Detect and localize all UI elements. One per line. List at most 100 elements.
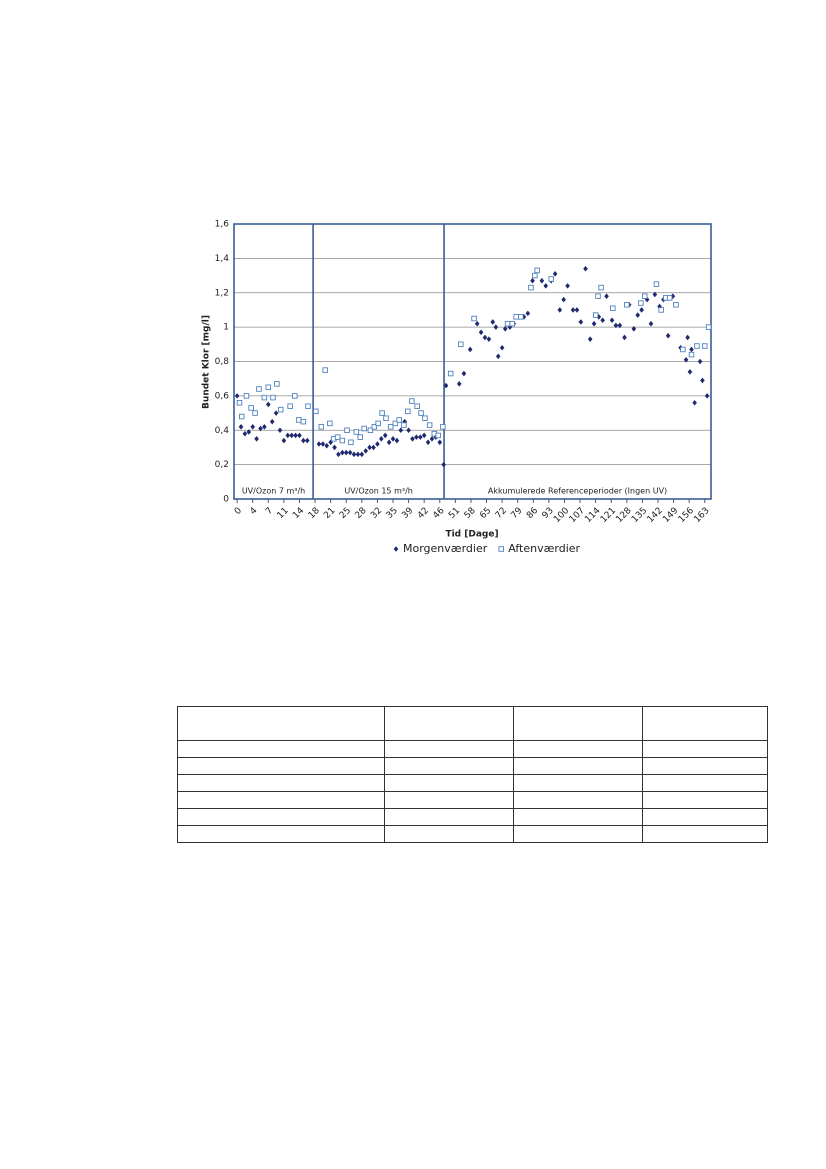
data-point — [343, 449, 349, 456]
data-point — [688, 351, 695, 358]
x-tick-label: 18 — [307, 506, 322, 521]
data-point — [258, 425, 263, 432]
y-tick-label: 1,6 — [215, 220, 230, 230]
x-tick-label: 7 — [264, 506, 275, 517]
data-point — [262, 424, 267, 430]
data-point — [670, 293, 676, 299]
data-point — [359, 451, 365, 458]
data-point — [429, 436, 435, 442]
data-point — [327, 420, 333, 427]
data-point — [383, 415, 389, 421]
data-point — [332, 444, 337, 451]
data-point — [382, 432, 388, 439]
data-point — [304, 437, 310, 444]
data-point — [486, 336, 492, 342]
legend-label: Aftenværdier — [508, 542, 580, 555]
data-point — [700, 377, 705, 384]
data-point — [418, 410, 424, 416]
x-tick-label: 28 — [354, 506, 369, 521]
data-point — [702, 343, 708, 349]
data-point — [401, 422, 407, 428]
data-point — [277, 427, 283, 434]
data-point — [440, 424, 446, 430]
data-point — [243, 393, 250, 399]
x-axis-label: Tid [Dage] — [445, 530, 498, 540]
data-point — [379, 410, 385, 416]
data-point — [456, 381, 462, 387]
data-point — [461, 370, 467, 377]
data-point — [685, 334, 690, 341]
data-point — [598, 284, 604, 291]
data-point — [673, 302, 679, 308]
data-point — [680, 346, 686, 353]
data-point — [518, 314, 524, 320]
data-point — [246, 429, 252, 435]
data-point — [665, 332, 671, 339]
data-point — [394, 437, 400, 444]
data-point — [513, 314, 519, 320]
data-point — [242, 430, 248, 437]
y-tick-label: 0,6 — [215, 391, 230, 401]
data-point — [357, 434, 364, 440]
data-point — [624, 302, 630, 308]
data-point — [234, 393, 240, 399]
data-point — [392, 420, 399, 427]
data-point — [638, 300, 644, 306]
data-point — [426, 422, 433, 428]
data-point — [387, 424, 394, 430]
data-point — [561, 296, 566, 303]
x-tick-label: 0 — [233, 506, 244, 517]
data-point — [293, 432, 298, 439]
data-point — [265, 384, 272, 391]
data-point — [273, 410, 279, 416]
data-point — [367, 444, 372, 451]
y-axis-label: Bundet Klor [mg/l] — [202, 315, 212, 409]
data-point — [639, 307, 644, 313]
data-point — [414, 434, 419, 440]
data-point — [482, 334, 488, 341]
data-point — [239, 413, 245, 420]
section-label: Akkumulerede Referenceperioder (Ingen UV… — [488, 487, 667, 496]
empty-table — [177, 706, 768, 843]
data-point — [408, 398, 415, 404]
legend-label: Morgenværdier — [403, 542, 488, 555]
data-point — [339, 437, 346, 444]
data-point — [289, 432, 294, 439]
data-point — [406, 427, 411, 434]
data-point — [334, 434, 341, 440]
data-point — [534, 267, 540, 274]
x-tick-label: 4 — [248, 506, 259, 517]
data-point — [441, 461, 446, 468]
data-point — [683, 356, 689, 363]
data-point — [410, 436, 415, 442]
data-point — [322, 367, 328, 373]
data-point — [371, 444, 376, 451]
x-tick-label: 65 — [478, 506, 493, 521]
data-point — [490, 319, 496, 325]
data-point — [552, 271, 558, 277]
x-tick-label: 128 — [614, 506, 633, 525]
data-point — [386, 439, 392, 446]
data-point — [285, 432, 291, 439]
data-point — [361, 425, 367, 432]
data-point — [421, 432, 427, 439]
legend-marker — [498, 546, 505, 552]
x-tick-label: 35 — [385, 506, 400, 521]
data-point — [658, 307, 664, 313]
data-point — [287, 403, 293, 409]
data-point — [437, 439, 443, 446]
data-point — [587, 336, 593, 342]
data-point — [704, 393, 710, 399]
data-point — [363, 448, 369, 454]
data-point — [417, 434, 423, 440]
data-point — [570, 307, 576, 313]
data-point — [379, 436, 384, 442]
x-tick-label: 39 — [400, 506, 415, 521]
data-point — [270, 394, 276, 401]
data-point — [398, 427, 404, 434]
data-point — [405, 408, 411, 415]
data-point — [353, 429, 360, 435]
data-point — [471, 315, 477, 322]
x-tick-label: 32 — [369, 506, 384, 521]
